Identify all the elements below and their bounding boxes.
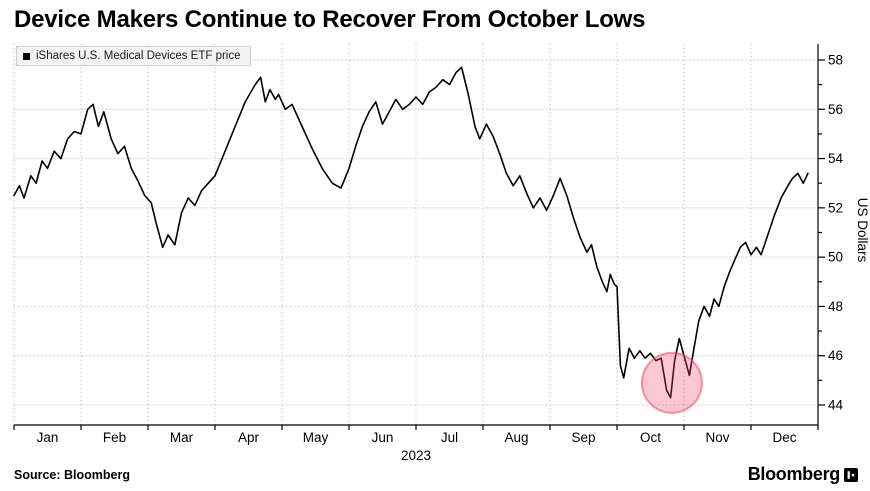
month-label: Dec — [772, 430, 796, 445]
year-label: 2023 — [401, 448, 431, 463]
legend: iShares U.S. Medical Devices ETF price — [16, 46, 251, 66]
y-tick-label: 44 — [828, 398, 844, 413]
y-tick-label: 54 — [828, 151, 844, 166]
month-label: Apr — [238, 430, 260, 445]
legend-series-label: iShares U.S. Medical Devices ETF price — [36, 50, 241, 62]
y-tick-label: 46 — [828, 348, 843, 363]
source-attribution: Source: Bloomberg — [14, 468, 130, 482]
month-label: Jan — [37, 430, 59, 445]
y-tick-label: 56 — [828, 102, 843, 117]
price-chart: 44 46 48 50 52 54 56 58 Jan Feb Mar Apr May Jun Jul Aug… — [13, 43, 870, 463]
y-tick-label: 50 — [828, 250, 843, 265]
month-label: Sep — [571, 430, 595, 445]
october-lows-highlight-circle — [640, 351, 703, 414]
month-label: Jun — [372, 430, 394, 445]
price-line — [13, 66, 809, 399]
month-label: Nov — [705, 430, 729, 445]
y-axis-title: US Dollars — [855, 198, 870, 263]
chart-title: Device Makers Continue to Recover From O… — [14, 6, 646, 33]
y-tick-label: 58 — [828, 53, 843, 68]
y-tick-label: 52 — [828, 200, 843, 215]
month-label: Mar — [170, 430, 194, 445]
month-label: Jul — [441, 430, 458, 445]
month-label: Feb — [103, 430, 126, 445]
legend-series-marker — [23, 52, 30, 60]
bloomberg-terminal-icon — [844, 467, 858, 482]
month-label: Aug — [504, 430, 528, 445]
bloomberg-logo: Bloomberg — [748, 464, 858, 485]
bloomberg-wordmark: Bloomberg — [747, 464, 841, 484]
month-label: Oct — [640, 430, 661, 445]
y-tick-label: 48 — [828, 299, 843, 314]
month-label: May — [303, 430, 329, 445]
